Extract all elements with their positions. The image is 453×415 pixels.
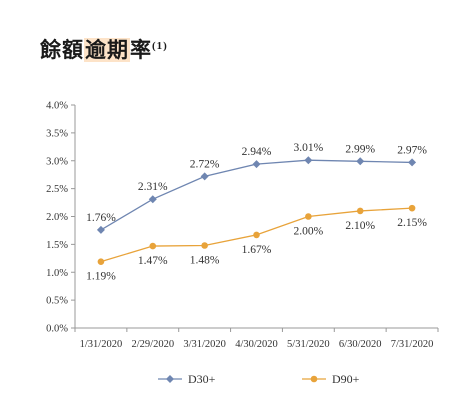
y-tick-label: 1.0% [46,268,68,279]
data-point-d90 [97,258,105,265]
data-point-d30 [304,156,313,165]
data-label: 2.15% [397,217,427,229]
title-text-pre: 餘額 [40,38,84,62]
data-point-d90 [253,231,260,239]
data-point-d90 [356,207,364,215]
data-label: 1.76% [86,212,116,224]
x-tick-label: 1/31/2020 [80,339,123,350]
x-tick-label: 6/30/2020 [339,339,382,350]
data-label: 1.67% [242,244,272,256]
data-point-d30 [408,158,417,167]
data-point-d30 [200,172,209,181]
legend-label: D90+ [332,372,360,386]
data-label: 3.01% [293,142,323,154]
legend-marker-d30 [166,375,174,383]
legend-marker-d90 [310,375,318,383]
title-footnote-marker: (1) [152,40,168,52]
data-label: 1.47% [138,255,168,267]
y-tick-label: 3.5% [46,128,68,139]
y-tick-label: 3.0% [46,156,68,167]
data-label: 2.99% [345,143,375,155]
data-point-d90 [149,242,157,250]
title-text-highlight: 逾期 [84,38,130,62]
y-tick-label: 0.0% [46,324,68,335]
legend-label: D30+ [188,372,216,386]
y-tick-label: 4.0% [46,101,68,112]
x-tick-label: 2/29/2020 [131,339,174,350]
data-point-d30 [356,157,365,166]
data-label: 1.19% [86,271,116,283]
y-tick-label: 1.5% [46,240,68,251]
x-tick-label: 7/31/2020 [391,339,434,350]
chart-title: 餘額逾期率(1) [40,34,168,64]
data-label: 2.31% [138,181,168,193]
y-tick-label: 0.5% [46,296,68,307]
x-tick-label: 5/31/2020 [287,339,330,350]
data-point-d90 [305,213,312,220]
title-text-post: 率 [130,38,152,62]
x-tick-label: 3/31/2020 [183,339,226,350]
data-point-d90 [201,242,208,249]
x-tick-label: 4/30/2020 [235,339,278,350]
data-point-d30 [148,195,157,204]
data-label: 2.94% [242,146,272,158]
y-tick-label: 2.0% [46,212,68,223]
data-label: 1.48% [190,254,220,266]
data-point-d30 [96,225,105,234]
y-tick-label: 2.5% [46,184,68,195]
data-point-d30 [252,160,261,169]
data-label: 2.97% [397,144,427,156]
data-label: 2.72% [190,158,220,170]
data-label: 2.00% [293,226,323,238]
data-point-d90 [408,204,416,212]
data-label: 2.10% [345,220,375,232]
